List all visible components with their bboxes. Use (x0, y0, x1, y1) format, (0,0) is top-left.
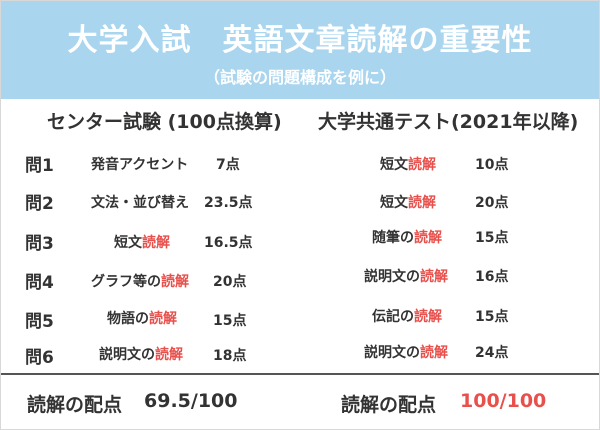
right-column-heading: 大学共通テスト(2021年以降) (318, 111, 579, 133)
right-section-highlight: 読解 (420, 345, 448, 361)
right-section-text: 説明文の (364, 345, 420, 361)
left-section-text: 物語の (107, 311, 149, 327)
page-subtitle: （試験の問題構成を例に） (203, 68, 396, 87)
right-section-name: 伝記の読解 (372, 306, 442, 326)
right-section-text: 短文 (380, 195, 408, 211)
right-section-highlight: 読解 (420, 269, 448, 285)
right-section-highlight: 読解 (414, 309, 442, 325)
right-points: 20点 (475, 195, 509, 211)
right-section-name: 短文読解 (380, 192, 436, 212)
left-section-text: 説明文の (99, 347, 155, 363)
question-label: 問5 (25, 312, 54, 332)
left-points: 7点 (216, 157, 240, 173)
footer-divider (1, 373, 599, 375)
left-section-highlight: 読解 (161, 274, 189, 290)
right-section-highlight: 読解 (414, 230, 442, 246)
page-title: 大学入試 英語文章読解の重要性 (67, 23, 533, 58)
question-label: 問6 (25, 348, 54, 368)
question-label: 問3 (25, 234, 54, 254)
right-section-name: 短文読解 (380, 154, 436, 174)
left-points: 18点 (213, 348, 247, 364)
right-total-label: 読解の配点 (341, 394, 437, 416)
right-points: 15点 (475, 309, 509, 325)
left-section-name: 短文読解 (114, 232, 170, 252)
right-total-score: 100/100 (460, 390, 547, 412)
right-points: 24点 (475, 345, 509, 361)
left-section-text: 文法・並び替え (91, 195, 189, 211)
question-label: 問4 (25, 273, 54, 293)
left-section-name: 文法・並び替え (91, 192, 189, 212)
left-points: 16.5点 (204, 235, 253, 251)
right-points: 15点 (475, 230, 509, 246)
left-points: 20点 (213, 274, 247, 290)
left-points: 23.5点 (204, 195, 253, 211)
left-section-text: グラフ等の (91, 274, 161, 290)
left-section-text: 短文 (114, 235, 142, 251)
left-section-highlight: 読解 (142, 235, 170, 251)
right-section-text: 随筆の (372, 230, 414, 246)
left-section-name: グラフ等の読解 (91, 271, 189, 291)
left-section-name: 物語の読解 (107, 308, 177, 328)
right-section-text: 短文 (380, 157, 408, 173)
right-section-name: 随筆の読解 (372, 227, 442, 247)
right-section-highlight: 読解 (408, 195, 436, 211)
right-section-text: 説明文の (364, 269, 420, 285)
left-section-highlight: 読解 (149, 311, 177, 327)
question-label: 問2 (25, 194, 54, 214)
right-section-name: 説明文の読解 (364, 342, 448, 362)
header-banner: 大学入試 英語文章読解の重要性 （試験の問題構成を例に） (1, 1, 599, 99)
left-column-heading: センター試験 (100点換算) (47, 111, 282, 133)
right-section-name: 説明文の読解 (364, 266, 448, 286)
right-points: 16点 (475, 269, 509, 285)
right-section-highlight: 読解 (408, 157, 436, 173)
left-section-highlight: 読解 (155, 347, 183, 363)
question-label: 問1 (25, 156, 54, 176)
right-section-text: 伝記の (372, 309, 414, 325)
right-points: 10点 (475, 157, 509, 173)
left-section-text: 発音アクセント (91, 157, 189, 173)
left-points: 15点 (213, 313, 247, 329)
left-total-label: 読解の配点 (27, 394, 123, 416)
left-section-name: 説明文の読解 (99, 344, 183, 364)
left-total-score: 69.5/100 (144, 390, 238, 412)
left-section-name: 発音アクセント (91, 154, 188, 174)
